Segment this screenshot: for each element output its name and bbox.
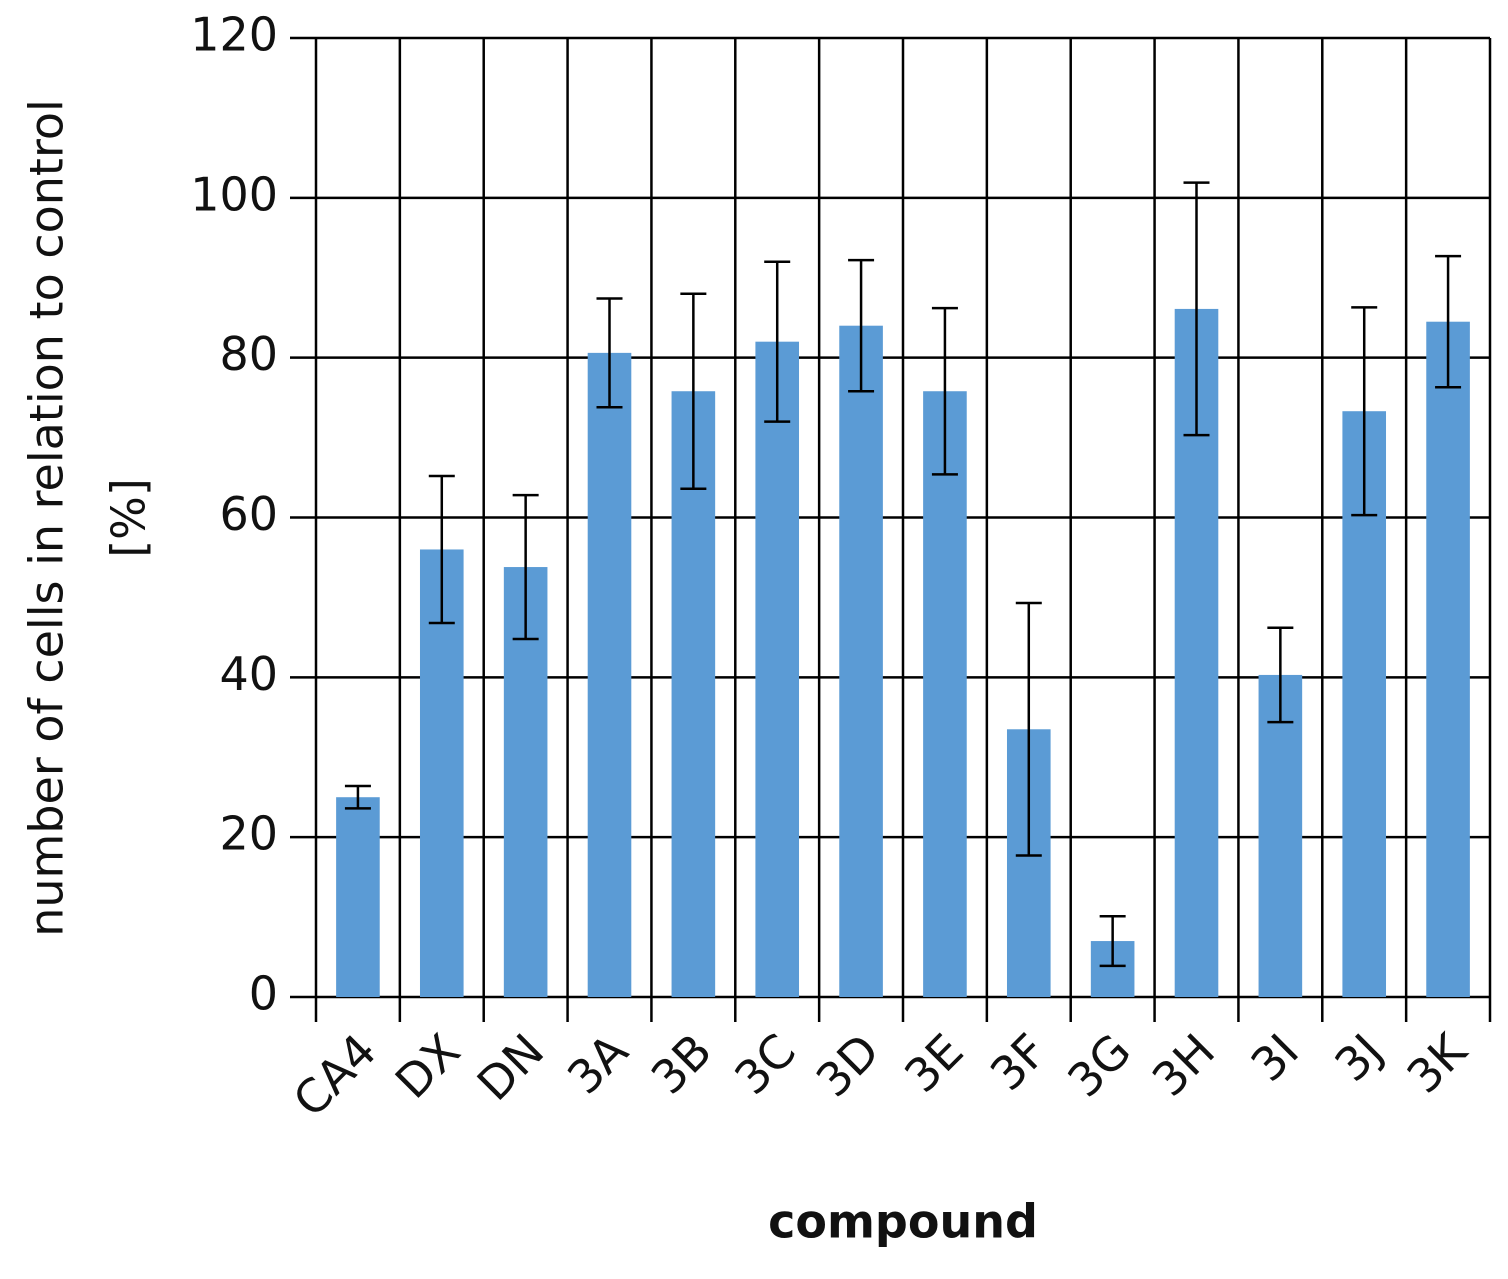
- x-tick-label: 3F: [980, 1023, 1058, 1101]
- x-tick-label: 3A: [557, 1023, 639, 1105]
- x-tick-label: 3C: [724, 1023, 806, 1105]
- error-bar: [1099, 915, 1126, 968]
- y-axis-title: number of cells in relation to control: [20, 99, 74, 937]
- y-tick-label: 20: [219, 807, 278, 861]
- y-tick-label: 100: [190, 167, 278, 221]
- x-tick-label: 3I: [1240, 1023, 1308, 1091]
- x-tick-label: 3K: [1396, 1022, 1478, 1104]
- y-tick-label: 0: [249, 967, 278, 1021]
- x-tick-label: CA4: [283, 1023, 387, 1127]
- y-tick-label: 120: [190, 8, 278, 62]
- bar: [1258, 674, 1303, 997]
- error-bar: [764, 260, 791, 423]
- x-tick-label: DX: [385, 1023, 471, 1109]
- y-tick-label: 40: [219, 647, 278, 701]
- bar: [755, 341, 800, 997]
- bar: [839, 325, 883, 997]
- y-tick-label: 60: [219, 487, 278, 541]
- error-bar: [1267, 626, 1294, 724]
- error-bar: [680, 292, 707, 490]
- x-tick-label: 3E: [894, 1023, 973, 1102]
- bar: [1426, 321, 1470, 997]
- x-tick-label: 3D: [806, 1023, 890, 1107]
- error-bar: [848, 258, 875, 393]
- x-tick-label: DN: [467, 1023, 555, 1111]
- error-bar: [1351, 306, 1378, 517]
- bar: [587, 352, 632, 997]
- bar: [923, 391, 967, 997]
- y-tick-label: 80: [219, 327, 278, 381]
- bar: [671, 391, 716, 997]
- x-tick-label: 3B: [641, 1023, 722, 1104]
- x-tick-label: 3J: [1324, 1023, 1392, 1091]
- error-bar: [428, 474, 455, 625]
- error-bar: [1435, 254, 1462, 389]
- error-bar: [512, 493, 539, 641]
- bar: [336, 797, 380, 997]
- y-axis-title: [%]: [102, 478, 156, 558]
- error-bar: [344, 784, 371, 810]
- x-tick-label: 3G: [1057, 1023, 1141, 1107]
- error-bar: [931, 306, 958, 476]
- x-axis-title: compound: [768, 1195, 1038, 1249]
- error-bar: [1015, 601, 1042, 857]
- error-bar: [596, 297, 623, 409]
- error-bar: [1183, 181, 1210, 437]
- x-tick-label: 3H: [1142, 1023, 1225, 1106]
